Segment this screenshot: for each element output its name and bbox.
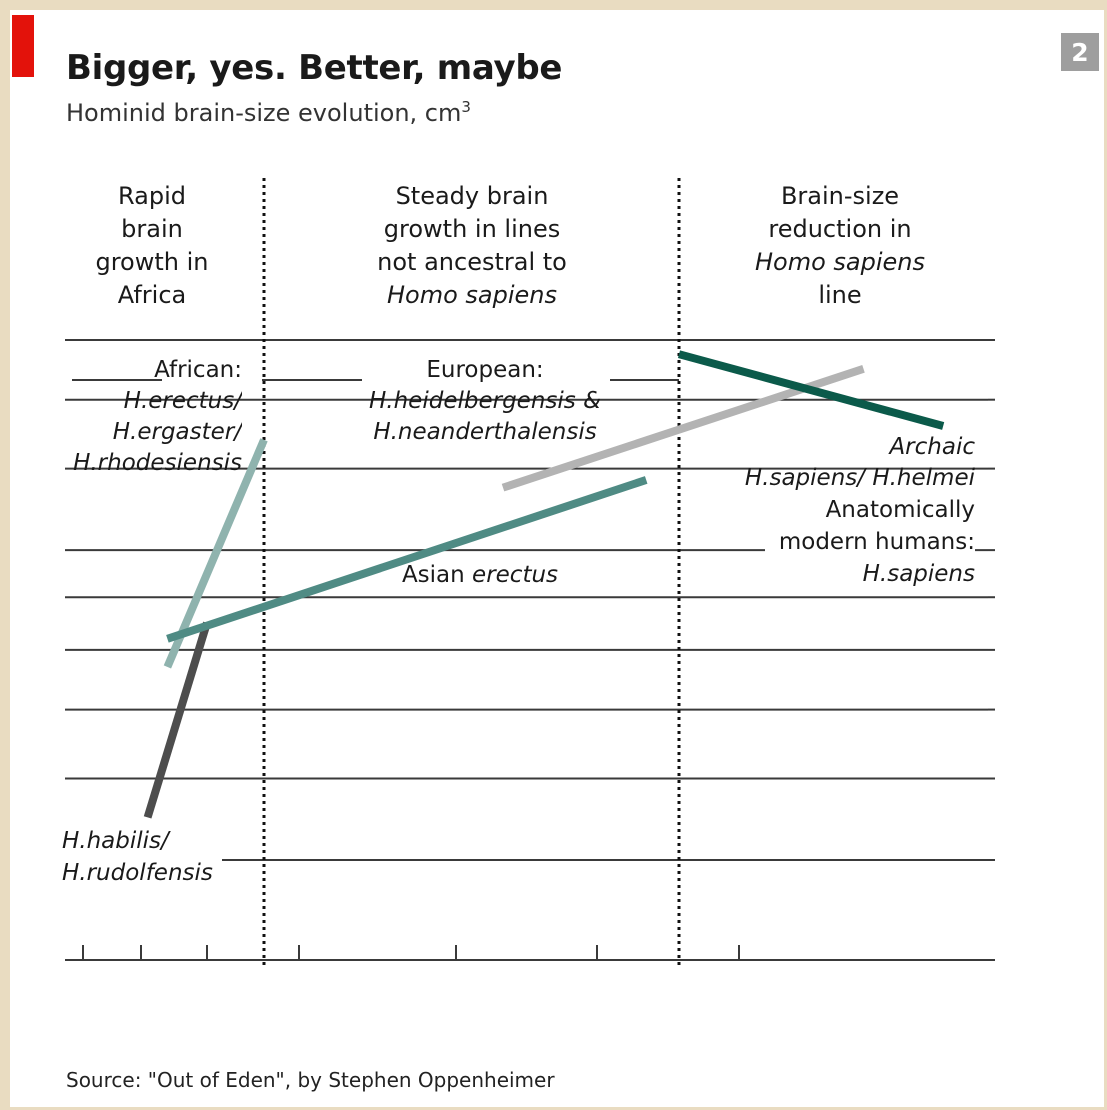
annotation-modern: Anatomically modern humans: H.sapiens [778, 497, 975, 587]
annotation-asian: Asian erectus [401, 562, 559, 588]
annotation-part: erectus [472, 562, 559, 588]
phase-heading-1: Rapid brain growth in Africa [95, 182, 209, 309]
annotation-line: H.habilis/ [62, 828, 169, 854]
source-note: Source: "Out of Eden", by Stephen Oppenh… [66, 1068, 555, 1092]
chart-card: Bigger, yes. Better, maybe Hominid brain… [10, 10, 1104, 1107]
annotation-line: European: [426, 357, 544, 383]
annotation-line: H.sapiens [862, 561, 975, 587]
chart-number-badge: 2 [1061, 33, 1099, 71]
phase-heading-line: Steady brain [395, 182, 549, 210]
red-accent-tab [12, 15, 34, 77]
series-line-asian_erectus [166, 476, 648, 643]
chart-title: Bigger, yes. Better, maybe [66, 48, 563, 88]
phase-heading-line: Rapid [118, 182, 186, 210]
annotation-line: African: [154, 357, 242, 383]
phase-heading-line: Homo sapiens [754, 248, 925, 276]
phase-heading-3: Brain-size reduction in Homo sapiens line [754, 182, 925, 309]
annotation-line: H.rudolfensis [62, 860, 213, 886]
annotations: African: H.erectus/H.ergaster/H.rhodesien… [62, 357, 975, 886]
phase-heading-line: Homo sapiens [386, 281, 557, 309]
phase-heading-line: reduction in [768, 215, 912, 243]
chart-plot: Rapid brain growth in Africa Steady brain gro… [62, 178, 995, 965]
annotation-line: H.rhodesiensis [73, 450, 242, 476]
phase-heading-line: Brain-size [780, 182, 900, 210]
annotation-line: H.neanderthalensis [373, 419, 597, 445]
phase-heading-line: growth in lines [383, 215, 561, 243]
series-lines [143, 350, 945, 819]
subtitle-text: Hominid brain-size evolution, cm [66, 99, 462, 127]
label-mask [765, 542, 975, 559]
annotation-line: H.ergaster/ [112, 419, 242, 445]
annotation-line: Anatomically [825, 497, 975, 523]
annotation-line: H.sapiens/ H.helmei [744, 465, 975, 491]
series-line-sapiens [677, 350, 945, 430]
annotation-african: African: H.erectus/H.ergaster/H.rhodesien… [73, 357, 242, 476]
phase-heading-line: brain [121, 215, 183, 243]
phase-heading-line: not ancestral to [377, 248, 567, 276]
chart-subtitle: Hominid brain-size evolution, cm3 [66, 98, 471, 127]
annotation-archaic: Archaic H.sapiens/ H.helmei [744, 434, 975, 491]
annotation-part: Asian [401, 562, 473, 588]
series-line-habilis [143, 621, 211, 819]
x-axis [65, 945, 995, 961]
annotation-habilis: H.habilis/H.rudolfensis [62, 828, 213, 886]
phase-heading-line: line [818, 281, 862, 309]
annotation-line: H.heidelbergensis & [369, 388, 601, 414]
phase-heading-2: Steady brain growth in lines not ancestral… [377, 182, 567, 309]
subtitle-unit-superscript: 3 [461, 98, 471, 116]
annotation-line: modern humans: [778, 529, 975, 555]
series-line-african_erectus [163, 438, 268, 669]
phase-heading-line: Africa [117, 281, 187, 309]
annotation-european: European: H.heidelbergensis & H.neandertha… [369, 357, 601, 445]
annotation-line: H.erectus/ [123, 388, 242, 414]
annotation-line: Archaic [889, 434, 975, 460]
phase-heading-line: growth in [95, 248, 209, 276]
